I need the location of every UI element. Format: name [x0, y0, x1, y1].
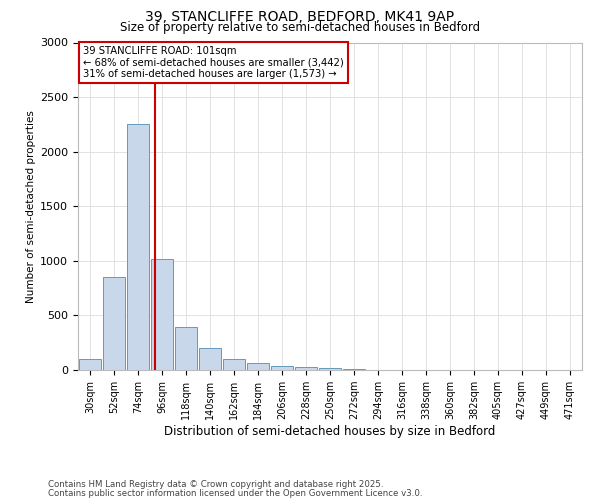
Text: Contains public sector information licensed under the Open Government Licence v3: Contains public sector information licen… — [48, 488, 422, 498]
Bar — [127, 124, 149, 370]
Text: 39 STANCLIFFE ROAD: 101sqm
← 68% of semi-detached houses are smaller (3,442)
31%: 39 STANCLIFFE ROAD: 101sqm ← 68% of semi… — [83, 46, 344, 79]
X-axis label: Distribution of semi-detached houses by size in Bedford: Distribution of semi-detached houses by … — [164, 425, 496, 438]
Text: Size of property relative to semi-detached houses in Bedford: Size of property relative to semi-detach… — [120, 21, 480, 34]
Bar — [223, 358, 245, 370]
Bar — [295, 368, 317, 370]
Bar — [151, 258, 173, 370]
Text: 39, STANCLIFFE ROAD, BEDFORD, MK41 9AP: 39, STANCLIFFE ROAD, BEDFORD, MK41 9AP — [145, 10, 455, 24]
Bar — [199, 348, 221, 370]
Bar — [271, 366, 293, 370]
Text: Contains HM Land Registry data © Crown copyright and database right 2025.: Contains HM Land Registry data © Crown c… — [48, 480, 383, 489]
Bar — [175, 328, 197, 370]
Bar — [103, 277, 125, 370]
Bar — [79, 359, 101, 370]
Y-axis label: Number of semi-detached properties: Number of semi-detached properties — [26, 110, 36, 302]
Bar — [247, 363, 269, 370]
Bar — [319, 368, 341, 370]
